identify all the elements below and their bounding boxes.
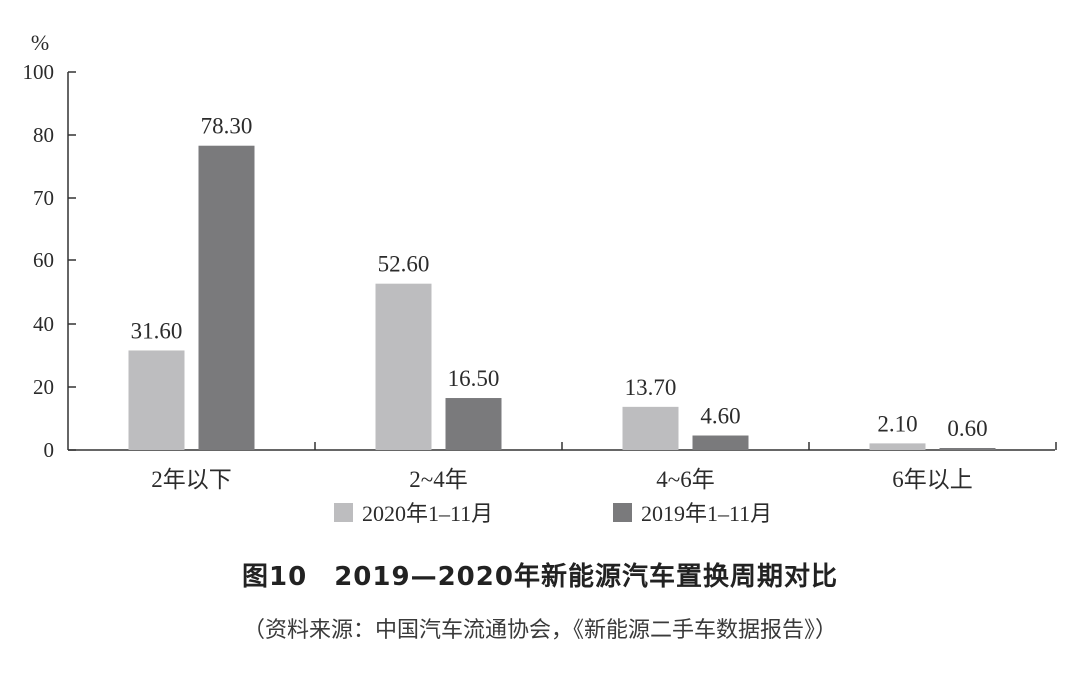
bar bbox=[692, 435, 749, 450]
y-axis-unit: % bbox=[31, 30, 49, 55]
legend-swatch bbox=[334, 503, 353, 522]
x-tick-label: 2~4年 bbox=[409, 467, 467, 492]
bar bbox=[622, 406, 679, 450]
legend-label: 2019年1–11月 bbox=[641, 501, 772, 526]
legend-swatch bbox=[613, 503, 632, 522]
bar bbox=[869, 443, 926, 450]
bar bbox=[375, 283, 432, 450]
data-label: 52.60 bbox=[378, 252, 430, 277]
x-tick-label: 2年以下 bbox=[151, 467, 232, 492]
bar bbox=[128, 350, 185, 450]
data-label: 4.60 bbox=[700, 404, 740, 429]
y-tick-label: 40 bbox=[33, 312, 54, 336]
data-label: 31.60 bbox=[131, 318, 183, 343]
x-tick-label: 6年以上 bbox=[892, 467, 973, 492]
chart-source: （资料来源：中国汽车流通协会，《新能源二手车数据报告》） bbox=[242, 618, 837, 643]
y-tick-label: 80 bbox=[33, 123, 54, 147]
data-label: 16.50 bbox=[448, 366, 500, 391]
bar bbox=[198, 145, 255, 450]
data-label: 2.10 bbox=[877, 411, 917, 436]
y-tick-label: 60 bbox=[33, 248, 54, 272]
chart-title: 图10 2019—2020年新能源汽车置换周期对比 bbox=[242, 562, 838, 592]
y-tick-label: 20 bbox=[33, 375, 54, 399]
data-label: 78.30 bbox=[201, 114, 253, 139]
legend-label: 2020年1–11月 bbox=[362, 501, 493, 526]
x-tick-label: 4~6年 bbox=[656, 467, 714, 492]
bar bbox=[445, 398, 502, 450]
y-tick-label: 0 bbox=[44, 438, 55, 462]
data-label: 13.70 bbox=[625, 375, 677, 400]
y-tick-label: 100 bbox=[23, 60, 55, 84]
bar bbox=[939, 448, 996, 450]
data-label: 0.60 bbox=[947, 416, 987, 441]
y-tick-label: 70 bbox=[33, 186, 54, 210]
